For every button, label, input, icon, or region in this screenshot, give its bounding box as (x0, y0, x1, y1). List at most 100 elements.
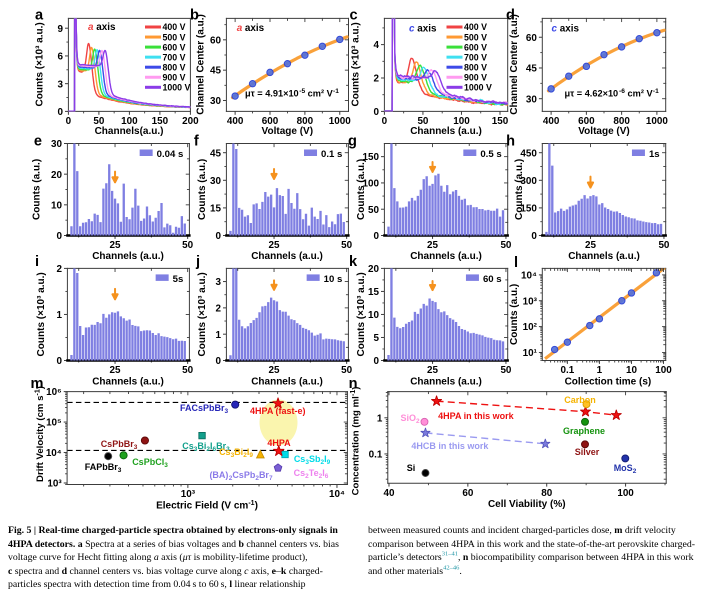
svg-text:3: 3 (305, 459, 309, 466)
svg-text:10¹: 10¹ (523, 348, 537, 359)
svg-text:45: 45 (210, 66, 221, 77)
svg-text:9: 9 (249, 452, 253, 459)
svg-text:Graphene: Graphene (563, 426, 605, 436)
svg-text:b: b (190, 7, 199, 23)
svg-text:600 V: 600 V (163, 42, 186, 52)
svg-text:700 V: 700 V (163, 52, 186, 62)
svg-text:500 V: 500 V (163, 32, 186, 42)
svg-text:60 s: 60 s (483, 274, 502, 285)
svg-text:0: 0 (216, 356, 222, 367)
svg-text:150: 150 (492, 116, 509, 127)
svg-text:900 V: 900 V (464, 72, 487, 82)
svg-text:Channels (a.u.): Channels (a.u.) (568, 251, 640, 262)
svg-text:c: c (349, 7, 357, 23)
svg-text:3: 3 (134, 444, 138, 451)
svg-text:25: 25 (269, 365, 280, 376)
svg-text:Counts (×10³ a.u.): Counts (×10³ a.u.) (351, 22, 362, 106)
svg-text:Counts (a.u.): Counts (a.u.) (509, 284, 520, 345)
svg-text:5: 5 (374, 333, 380, 344)
svg-text:Br: Br (216, 441, 226, 451)
svg-text:I: I (247, 447, 250, 457)
svg-text:f: f (194, 134, 199, 150)
svg-text:Channel Center (a.u.): Channel Center (a.u.) (509, 14, 520, 115)
svg-text:10⁶: 10⁶ (46, 387, 62, 398)
svg-text:-6: -6 (619, 88, 625, 95)
svg-text:300: 300 (520, 176, 537, 187)
svg-text:2: 2 (206, 446, 210, 453)
svg-text:45: 45 (210, 148, 221, 159)
svg-text:k: k (349, 254, 358, 270)
svg-text:0.5 s: 0.5 s (480, 149, 501, 160)
svg-text:9: 9 (58, 24, 64, 35)
svg-text:Channel Center (a.u.): Channel Center (a.u.) (196, 14, 207, 115)
svg-text:I: I (322, 468, 325, 478)
svg-text:Cs: Cs (294, 454, 306, 464)
svg-text:Counts (a.u.): Counts (a.u.) (356, 159, 367, 220)
svg-text:150: 150 (152, 116, 169, 127)
svg-text:450: 450 (520, 148, 537, 159)
svg-text:FACsPbBr: FACsPbBr (180, 403, 225, 413)
svg-text:2: 2 (319, 473, 323, 480)
svg-text:1: 1 (597, 365, 603, 376)
svg-text:50: 50 (93, 116, 104, 127)
svg-text:0: 0 (531, 231, 537, 242)
svg-text:Si: Si (407, 463, 416, 473)
svg-text:1000 V: 1000 V (464, 83, 492, 93)
svg-text:m: m (31, 376, 44, 392)
svg-text:50: 50 (658, 240, 669, 251)
svg-text:800 V: 800 V (163, 62, 186, 72)
svg-text:CsPb: CsPb (232, 470, 256, 480)
svg-text:15: 15 (210, 203, 221, 214)
svg-text:SiO: SiO (400, 413, 416, 423)
svg-text:25: 25 (269, 240, 280, 251)
svg-text:0.1: 0.1 (561, 365, 575, 376)
svg-text:Electric Field (V cm: Electric Field (V cm (156, 501, 248, 512)
svg-text:30: 30 (210, 96, 221, 107)
svg-text:150: 150 (520, 203, 537, 214)
svg-text:20: 20 (51, 170, 62, 181)
svg-text:2: 2 (633, 468, 637, 475)
svg-text:4HCB in this work: 4HCB in this work (411, 441, 489, 451)
svg-text:400 V: 400 V (464, 22, 487, 32)
svg-text:(BA): (BA) (209, 470, 228, 480)
svg-text:150: 150 (363, 152, 380, 163)
svg-text:50: 50 (182, 240, 193, 251)
svg-text:500 V: 500 V (464, 32, 487, 42)
svg-text:-1: -1 (248, 500, 254, 507)
svg-text:I: I (324, 454, 327, 464)
svg-text:30: 30 (210, 176, 221, 187)
svg-text:2: 2 (305, 473, 309, 480)
svg-text:4HPA: 4HPA (267, 438, 291, 448)
svg-text:3: 3 (194, 446, 198, 453)
svg-text:2: 2 (374, 74, 380, 85)
svg-text:Channels (a.u.): Channels (a.u.) (410, 126, 482, 137)
svg-text:Counts (×10³ a.u.): Counts (×10³ a.u.) (35, 22, 46, 106)
svg-text:Silver: Silver (575, 447, 600, 457)
svg-text:9: 9 (327, 459, 331, 466)
svg-text:axis: axis (94, 22, 116, 33)
svg-text:3: 3 (164, 462, 168, 469)
svg-text:μτ = 4.62×10: μτ = 4.62×10 (565, 89, 619, 99)
svg-text:-5: -5 (299, 88, 305, 95)
svg-text:50: 50 (182, 365, 193, 376)
svg-text:10²: 10² (523, 322, 538, 333)
svg-text:-1: -1 (350, 390, 357, 396)
svg-text:10³: 10³ (523, 296, 538, 307)
svg-text:c: c (552, 24, 558, 35)
svg-text:0: 0 (374, 231, 380, 242)
svg-text:4HPA in this work: 4HPA in this work (438, 411, 515, 421)
svg-text:Voltage (V): Voltage (V) (262, 126, 313, 137)
svg-text:50: 50 (368, 205, 379, 216)
svg-text:10: 10 (51, 200, 62, 211)
svg-text:3: 3 (224, 408, 228, 415)
svg-text:axis: axis (557, 24, 579, 35)
svg-text:Channels (a.u.): Channels (a.u.) (410, 377, 482, 388)
svg-text:Channels (a.u.): Channels (a.u.) (92, 251, 164, 262)
svg-text:1: 1 (57, 310, 63, 321)
svg-text:30: 30 (526, 94, 537, 105)
svg-text:100: 100 (655, 365, 672, 376)
svg-text:400 V: 400 V (163, 22, 186, 32)
svg-text:0: 0 (57, 356, 63, 367)
svg-text:): ) (255, 501, 258, 512)
svg-text:800: 800 (613, 116, 630, 127)
